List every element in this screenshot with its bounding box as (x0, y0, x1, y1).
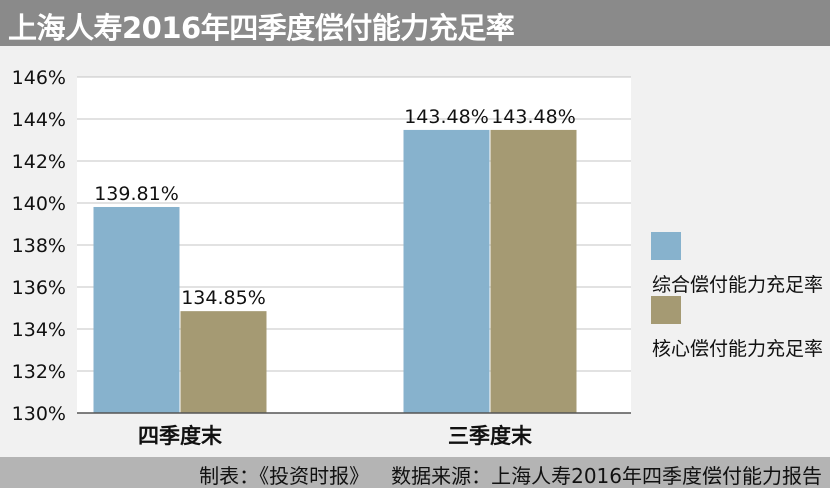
title-bar: 上海人寿2016年四季度偿付能力充足率 (0, 0, 830, 46)
legend-swatch-composite (651, 232, 681, 260)
y-tick-label: 138% (12, 235, 66, 257)
bar (403, 129, 490, 414)
y-tick-label: 140% (12, 193, 66, 215)
y-tick-label: 136% (12, 277, 66, 299)
y-tick-label: 134% (12, 319, 66, 341)
footer-text: 制表：《投资时报》 数据来源：上海人寿2016年四季度偿付能力报告 (199, 460, 822, 489)
x-tick-label: 四季度末 (138, 424, 223, 448)
data-label: 143.48% (491, 106, 576, 128)
bar (490, 129, 577, 414)
y-tick-label: 146% (12, 67, 66, 89)
y-tick-label: 142% (12, 151, 66, 173)
data-labels: 139.81% 134.85% 143.48% 143.48% (94, 106, 576, 309)
bar (180, 311, 267, 413)
data-label: 143.48% (404, 106, 489, 128)
bar (93, 206, 180, 413)
bar-chart: 146% 144% 142% 140% 138% 136% 134% 132% 130% 四季度… (12, 67, 631, 448)
legend-label-core: 核心偿付能力充足率 (652, 338, 824, 360)
y-tick-label: 132% (12, 361, 66, 383)
legend-swatch-core (651, 296, 681, 324)
legend-label-composite: 综合偿付能力充足率 (652, 274, 824, 296)
chart-title: 上海人寿2016年四季度偿付能力充足率 (8, 11, 515, 45)
bars (93, 129, 577, 414)
data-label: 134.85% (181, 287, 266, 309)
x-tick-label: 三季度末 (448, 424, 533, 448)
y-axis-ticks: 146% 144% 142% 140% 138% 136% 134% 132% 130% (12, 67, 66, 425)
x-axis-ticks: 四季度末 三季度末 (138, 424, 533, 448)
footer-source: 数据来源：上海人寿2016年四季度偿付能力报告 (391, 464, 822, 488)
y-tick-label: 144% (12, 109, 66, 131)
y-tick-label: 130% (12, 403, 66, 425)
footer-maker: 制表：《投资时报》 (199, 464, 370, 488)
data-label: 139.81% (94, 183, 179, 205)
footer-bar: 制表：《投资时报》 数据来源：上海人寿2016年四季度偿付能力报告 (0, 457, 830, 488)
